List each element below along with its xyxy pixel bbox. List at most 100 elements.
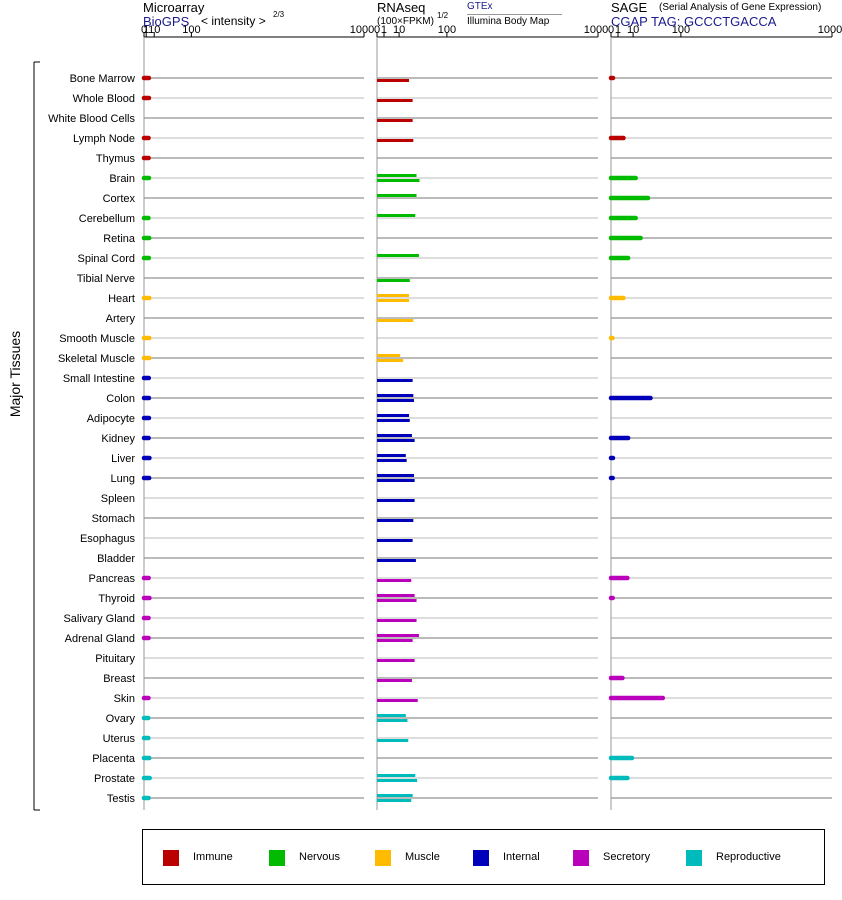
tissue-label: Lymph Node [73,133,135,145]
illumina-bar [377,499,415,502]
tissue-label: Cerebellum [79,213,135,225]
tissue-label: Artery [106,313,136,325]
tissue-label: Liver [111,453,135,465]
illumina-bar [377,719,408,722]
gtex-bar [377,394,414,397]
gtex-bar [377,774,416,777]
tissue-label: Cortex [103,193,136,205]
microarray-tick-label-0: 0 [141,24,147,36]
rnaseq-tick-label-10: 10 [393,24,405,36]
sage-tick-label-1: 1 [615,24,621,36]
illumina-bar [377,739,409,742]
group-legend: Immune Nervous Muscle Internal Secretory… [142,829,825,885]
tissue-label: Salivary Gland [63,613,135,625]
gtex-bar [377,414,410,417]
label-layer: Bone Marrow Whole Blood White Blood Cells L… [48,73,136,805]
rnaseq-tick-label-1000: 1000 [584,24,608,36]
legend-label-immune: Immune [193,851,233,863]
microarray-title: Microarray [143,0,205,15]
gtex-bar [377,794,413,797]
tissue-label: Stomach [92,513,135,525]
legend-swatch-internal [473,850,489,866]
illumina-legend: Illumina Body Map [467,16,550,27]
rnaseq-legend-divider [467,14,562,15]
legend-label-secretory: Secretory [603,851,651,863]
illumina-bar [377,519,414,522]
sage-tag: CGAP TAG: GCCCTGACCA [611,14,777,29]
illumina-bar [377,79,410,82]
illumina-bar [377,619,417,622]
illumina-bar [377,579,412,582]
illumina-bar [377,119,413,122]
illumina-bar [377,399,414,402]
tissue-label: Brain [109,173,135,185]
legend-label-reproductive: Reproductive [716,851,781,863]
gtex-bar [377,434,412,437]
illumina-bar [377,639,413,642]
tissue-label: Ovary [106,713,136,725]
tissue-label: Spinal Cord [78,253,135,265]
illumina-bar [377,419,410,422]
illumina-bar [377,439,415,442]
tissue-label: Esophagus [80,533,136,545]
illumina-bar [377,319,414,322]
rnaseq-tick-label-100: 100 [438,24,456,36]
gtex-bar [377,254,419,257]
illumina-bar [377,539,413,542]
rnaseq-tick-label-1: 1 [381,24,387,36]
illumina-bar [377,479,415,482]
gtex-bar [377,474,414,477]
sage-tick-label-1000: 1000 [818,24,842,36]
illumina-bar [377,99,413,102]
illumina-bar [377,779,418,782]
legend-label-nervous: Nervous [299,851,340,863]
rnaseq-exponent: 1/2 [437,11,449,20]
biogps-source: BioGPS [143,14,190,29]
grid-layer [144,77,832,799]
tissue-label: Adrenal Gland [65,633,135,645]
tissue-label: Placenta [92,753,136,765]
tissue-label: Heart [108,293,135,305]
gtex-bar [377,454,406,457]
sage-tick-label-10: 10 [627,24,639,36]
legend-swatch-secretory [573,850,589,866]
bar-layer [141,75,666,802]
tissue-label: Whole Blood [73,93,135,105]
tissue-label: Kidney [101,433,135,445]
tissue-label: Retina [103,233,136,245]
rnaseq-tick-label-0: 0 [374,24,380,36]
gtex-bar [377,354,401,357]
legend-label-muscle: Muscle [405,851,440,863]
tissue-label: Skeletal Muscle [58,353,135,365]
legend-swatch-immune [163,850,179,866]
tissue-label: Thymus [96,153,136,165]
legend-swatch-nervous [269,850,285,866]
illumina-bar [377,139,414,142]
illumina-bar [377,459,407,462]
illumina-bar [377,659,415,662]
gtex-bar [377,714,406,717]
tissue-label: Spleen [101,493,135,505]
illumina-bar [377,379,413,382]
gtex-bar [377,294,410,297]
illumina-bar [377,299,410,302]
illumina-bar [377,559,416,562]
tissue-label: Skin [114,693,135,705]
illumina-bar [377,799,412,802]
sage-title: SAGE [611,0,648,15]
tissue-label: Lung [111,473,135,485]
microarray-tick-label-10: 10 [148,24,160,36]
sage-subtitle: (Serial Analysis of Gene Expression) [659,2,822,13]
legend-swatch-reproductive [686,850,702,866]
tissue-label: Prostate [94,773,135,785]
tissue-label: Pancreas [89,573,136,585]
tissue-label: Smooth Muscle [59,333,135,345]
tissue-label: White Blood Cells [48,113,135,125]
illumina-bar [377,699,418,702]
legend-label-internal: Internal [503,851,540,863]
gtex-bar [377,194,417,197]
legend-swatch-muscle [375,850,391,866]
gtex-bar [377,594,415,597]
tissue-label: Adipocyte [87,413,135,425]
